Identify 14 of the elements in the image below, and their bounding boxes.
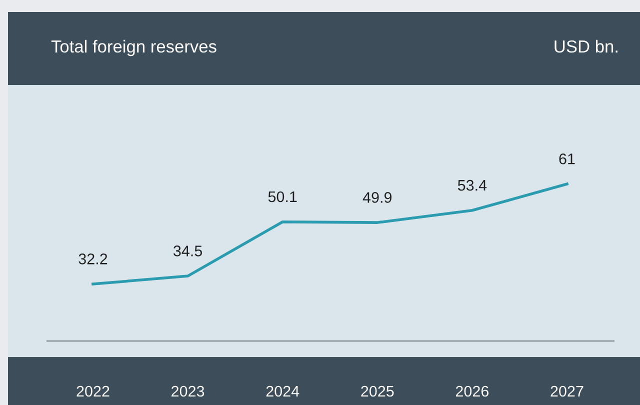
x-tick-label: 2023: [172, 386, 204, 397]
data-label: 50.1: [268, 191, 297, 202]
chart-title: Total foreign reserves: [51, 40, 216, 56]
x-tick-label: 2027: [550, 386, 584, 397]
chart-subtitle: USD bn.: [554, 40, 618, 53]
x-tick-label: 2024: [266, 386, 300, 397]
data-label: 32.2: [78, 254, 108, 264]
data-label: 53.4: [458, 180, 487, 191]
x-tick-label: 2026: [456, 386, 489, 397]
data-label: 49.9: [362, 192, 392, 203]
x-tick-label: 2022: [76, 386, 110, 397]
x-tick-label: 2025: [361, 386, 394, 397]
data-label: 34.5: [173, 246, 202, 256]
data-label: 61: [559, 153, 575, 164]
